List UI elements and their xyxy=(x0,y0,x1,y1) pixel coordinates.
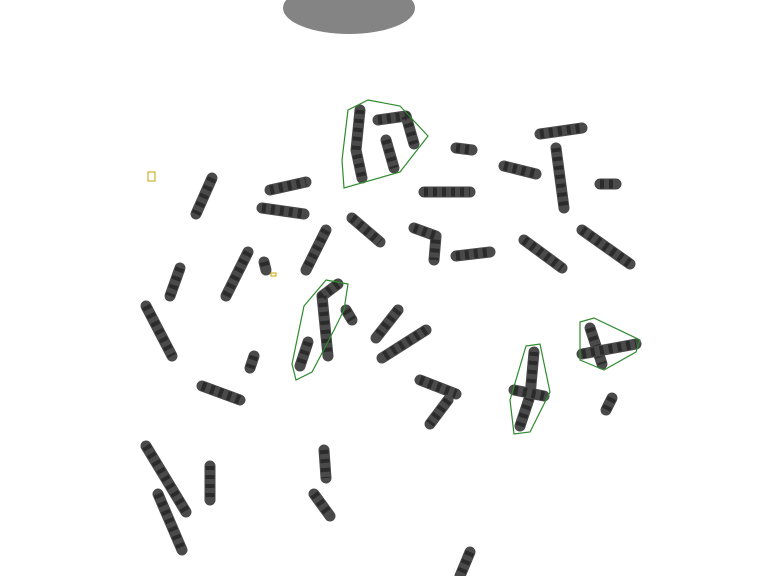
chromosome-bands xyxy=(153,492,187,552)
chromosome-bands xyxy=(191,176,217,216)
chromosome-10[interactable] xyxy=(140,440,192,518)
chromosome-body xyxy=(318,444,332,484)
chromosome-bands xyxy=(455,247,491,261)
chromosome-bands xyxy=(301,227,331,273)
chromosome-7[interactable] xyxy=(164,262,186,302)
chromosome-body xyxy=(376,324,432,364)
chromosome-bands xyxy=(342,307,356,323)
chromosome-21[interactable] xyxy=(518,234,568,274)
chromosome-bands xyxy=(502,161,538,179)
chromosome-4[interactable] xyxy=(346,212,386,248)
chromosome-bands xyxy=(579,226,633,268)
chromosome-40[interactable] xyxy=(508,384,550,402)
chromosome-32[interactable] xyxy=(600,392,618,416)
chromosome-bands xyxy=(200,381,242,405)
chromosome-33[interactable] xyxy=(454,546,476,576)
chromosome-bands xyxy=(455,143,473,155)
chromosome-bands xyxy=(261,203,305,219)
chromosome-body xyxy=(308,488,336,522)
chromosome-18[interactable] xyxy=(498,160,542,180)
chromosome-31[interactable] xyxy=(340,304,358,326)
chromosome-13[interactable] xyxy=(318,444,332,484)
chromosome-bands xyxy=(377,111,419,146)
chromosome-25[interactable] xyxy=(370,304,404,344)
chromosome-28[interactable] xyxy=(424,394,454,430)
selection-outline-layer xyxy=(291,99,641,435)
chromosome-bands xyxy=(455,550,475,576)
chromosome-bands xyxy=(142,303,176,359)
chromosome-20[interactable] xyxy=(550,142,570,214)
chromosome-bands xyxy=(245,354,259,370)
chromosome-bands xyxy=(412,223,441,261)
marker-layer xyxy=(147,171,277,277)
selection-outline-2[interactable] xyxy=(291,279,349,381)
chromosome-36[interactable] xyxy=(380,134,400,174)
chromosome-5[interactable] xyxy=(300,224,332,276)
chromosome-19[interactable] xyxy=(534,122,588,140)
chromosome-37[interactable] xyxy=(316,278,344,362)
chromosome-bands xyxy=(142,443,190,515)
chromosome-layer xyxy=(140,104,642,576)
chromosome-35[interactable] xyxy=(372,110,420,150)
chromosome-bands xyxy=(349,214,383,246)
chromosome-bands xyxy=(418,375,458,399)
chromosome-body xyxy=(518,234,568,274)
chromosome-body xyxy=(508,384,550,402)
chromosome-9[interactable] xyxy=(196,380,246,406)
chromosome-body xyxy=(220,246,254,302)
interphase-nucleus xyxy=(283,0,415,34)
selection-outline-4[interactable] xyxy=(579,317,641,371)
chromosome-bands xyxy=(372,307,402,341)
chromosome-bands xyxy=(295,340,313,368)
chromosome-bands xyxy=(551,147,569,209)
chromosome-42[interactable] xyxy=(576,338,642,360)
chromosome-6[interactable] xyxy=(220,246,254,302)
chromosome-24[interactable] xyxy=(450,142,478,156)
chromosome-8[interactable] xyxy=(140,300,178,362)
chromosome-bands xyxy=(601,395,617,413)
chromosome-11[interactable] xyxy=(152,488,188,556)
chromosome-27[interactable] xyxy=(414,374,462,400)
chromosome-bands xyxy=(269,177,307,195)
chromosome-26[interactable] xyxy=(376,324,432,364)
chromosome-34[interactable] xyxy=(350,104,368,184)
marker-2 xyxy=(270,272,277,277)
chromosome-bands xyxy=(515,351,539,428)
chromosome-bands xyxy=(259,260,271,272)
chromosome-body xyxy=(424,394,454,430)
chromosome-30[interactable] xyxy=(258,256,272,276)
chromosome-16[interactable] xyxy=(408,222,442,266)
chromosome-38[interactable] xyxy=(294,336,314,372)
chromosome-body xyxy=(350,104,368,184)
chromosome-1[interactable] xyxy=(190,172,218,220)
chromosome-body xyxy=(164,262,186,302)
chromosome-14[interactable] xyxy=(308,488,336,522)
chromosome-bands xyxy=(521,236,565,272)
marker-1 xyxy=(147,171,156,182)
chromosome-2[interactable] xyxy=(264,176,312,196)
chromosome-22[interactable] xyxy=(576,224,636,270)
chromosome-17[interactable] xyxy=(450,246,496,262)
selection-outline-1[interactable] xyxy=(341,99,429,189)
selection-outline-3[interactable] xyxy=(509,343,551,435)
chromosome-bands xyxy=(539,123,583,139)
chromosome-body xyxy=(380,134,400,174)
chromosome-bands xyxy=(581,339,637,359)
chromosome-3[interactable] xyxy=(256,202,310,220)
chromosome-bands xyxy=(317,280,341,357)
chromosome-29[interactable] xyxy=(244,350,260,374)
nucleus-layer xyxy=(283,0,415,34)
